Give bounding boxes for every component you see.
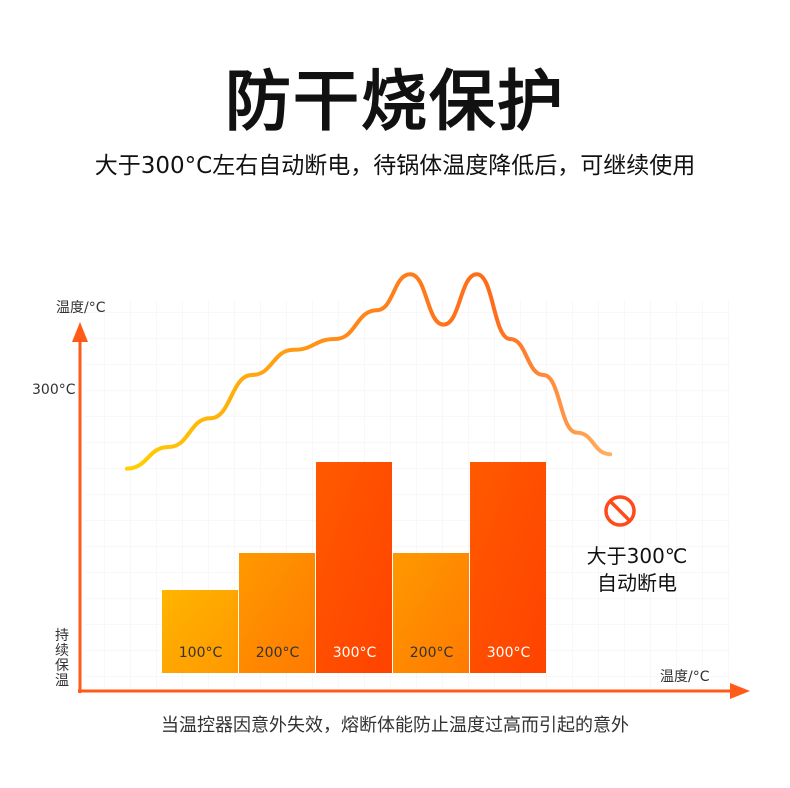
temperature-curve xyxy=(125,272,613,471)
y-bottom-label-char: 持 xyxy=(55,628,69,644)
stop-icon xyxy=(604,495,636,527)
x-axis-arrow xyxy=(730,683,750,699)
y-bottom-label-char: 保 xyxy=(55,658,69,674)
page-title: 防干烧保护 xyxy=(225,63,565,140)
bar-label-5: 300°C xyxy=(487,645,531,661)
footer-caption: 当温控器因意外失效，熔断体能防止温度过高而引起的意外 xyxy=(161,715,629,736)
bar-label-2: 200°C xyxy=(256,645,300,661)
bar-2 xyxy=(239,553,315,673)
page-subtitle: 大于300°C左右自动断电，待锅体温度降低后，可继续使用 xyxy=(94,153,696,179)
y-bottom-label-char: 续 xyxy=(55,642,69,659)
bar-labels: 100°C 200°C 300°C 200°C 300°C xyxy=(179,645,531,661)
y-bottom-label-char: 温 xyxy=(55,673,69,689)
bar-label-4: 200°C xyxy=(410,645,454,661)
bar-label-1: 100°C xyxy=(179,645,223,661)
x-axis-label: 温度/°C xyxy=(660,669,710,685)
bar-5 xyxy=(470,462,546,673)
y-tick-label: 300°C xyxy=(32,382,76,398)
bar-3 xyxy=(316,462,392,673)
bar-4 xyxy=(393,553,469,673)
bar-label-3: 300°C xyxy=(333,645,377,661)
annotation-line1: 大于300℃ xyxy=(587,544,688,568)
bar-1 xyxy=(162,590,238,673)
annotation-line2: 自动断电 xyxy=(597,571,677,595)
y-axis-label: 温度/°C xyxy=(56,300,106,316)
y-axis-arrow xyxy=(72,322,88,342)
bars xyxy=(162,462,546,673)
